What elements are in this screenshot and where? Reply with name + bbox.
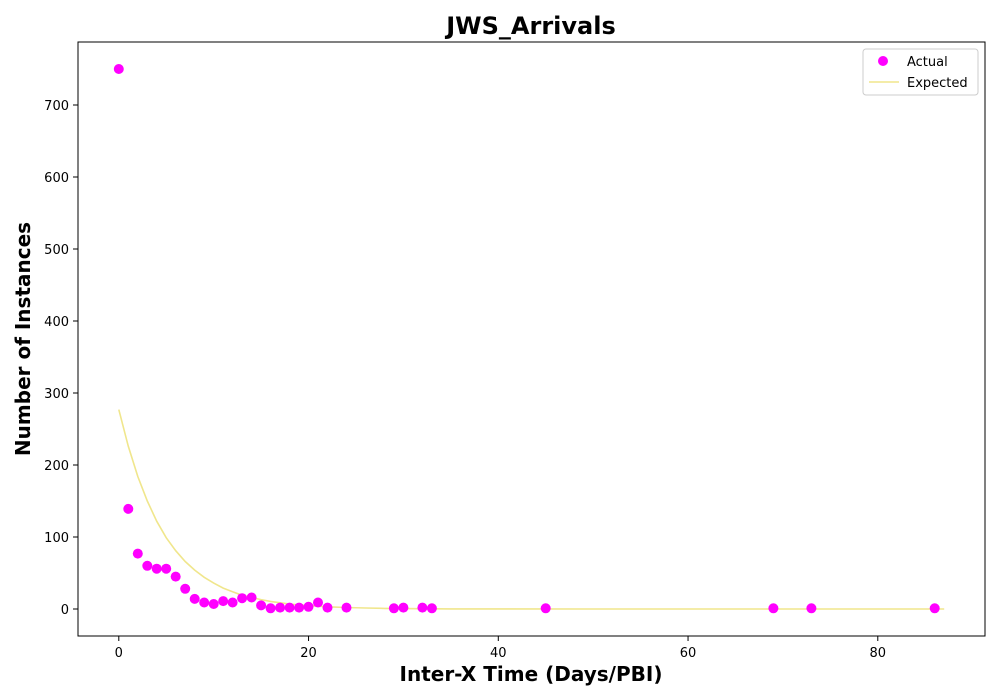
- plot-frame: [77, 41, 986, 637]
- x-axis-label: Inter-X Time (Days/PBI): [400, 662, 663, 686]
- actual-point: [284, 602, 295, 613]
- actual-point: [151, 563, 162, 574]
- actual-point: [388, 603, 399, 614]
- actual-point: [275, 602, 286, 613]
- actual-point: [132, 548, 143, 559]
- actual-point: [113, 64, 124, 74]
- actual-point: [237, 593, 248, 604]
- actual-point: [199, 597, 210, 608]
- legend: Actual Expected: [862, 48, 979, 96]
- expected-series: [118, 409, 945, 610]
- actual-point: [426, 603, 437, 614]
- x-axis: 0 20 40 60 80: [115, 636, 886, 661]
- plot-area: [113, 64, 945, 614]
- y-tick-label: 100: [44, 531, 69, 546]
- actual-point: [417, 602, 428, 613]
- y-tick-label: 500: [44, 243, 69, 258]
- actual-point: [180, 583, 191, 594]
- actual-point: [227, 597, 238, 608]
- actual-point: [929, 603, 940, 614]
- y-tick-label: 600: [44, 171, 69, 186]
- actual-point: [806, 603, 817, 614]
- y-axis-label: Number of Instances: [11, 222, 35, 456]
- legend-actual-marker: [878, 56, 888, 66]
- actual-point: [189, 593, 200, 604]
- actual-point: [398, 602, 409, 613]
- chart-title: JWS_Arrivals: [444, 12, 616, 40]
- x-tick-label: 60: [680, 646, 697, 661]
- actual-point: [322, 602, 333, 613]
- actual-point: [256, 600, 267, 611]
- actual-point: [540, 603, 551, 614]
- y-axis: 0 100 200 300 400 500 600 700: [44, 99, 78, 618]
- legend-actual-label: Actual: [907, 55, 948, 70]
- expected-line: [118, 409, 945, 610]
- actual-point: [768, 603, 779, 614]
- x-tick-label: 20: [300, 646, 317, 661]
- actual-point: [265, 603, 276, 614]
- actual-point: [170, 571, 181, 582]
- x-tick-label: 0: [115, 646, 123, 661]
- y-tick-label: 0: [61, 603, 69, 618]
- y-tick-label: 700: [44, 99, 69, 114]
- actual-point: [218, 596, 229, 607]
- actual-point: [341, 602, 352, 613]
- actual-point: [246, 592, 257, 603]
- actual-point: [313, 597, 323, 608]
- x-tick-label: 40: [490, 646, 507, 661]
- legend-box: [862, 48, 979, 96]
- actual-point: [208, 599, 219, 609]
- legend-expected-label: Expected: [907, 76, 968, 91]
- actual-point: [123, 503, 134, 514]
- actual-point: [303, 601, 314, 612]
- actual-point: [161, 563, 172, 574]
- actual-series: [113, 64, 940, 614]
- actual-point: [142, 560, 153, 571]
- actual-point: [294, 602, 305, 613]
- y-tick-label: 400: [44, 315, 69, 330]
- y-tick-label: 200: [44, 459, 69, 474]
- x-tick-label: 80: [870, 646, 887, 661]
- y-tick-label: 300: [44, 387, 69, 402]
